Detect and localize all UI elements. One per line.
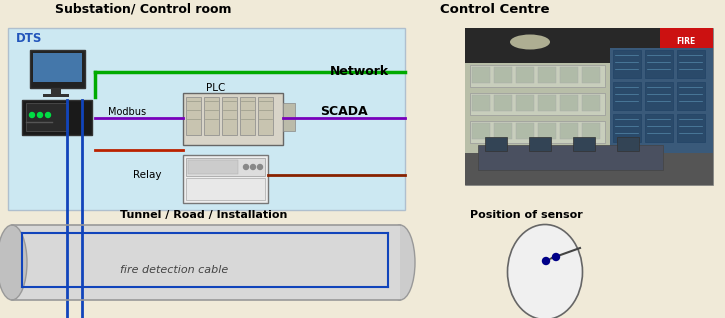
Bar xyxy=(33,53,82,82)
Bar xyxy=(26,103,68,131)
Bar xyxy=(582,95,600,111)
Bar xyxy=(494,123,512,139)
Bar xyxy=(472,123,490,139)
Circle shape xyxy=(552,253,560,260)
Bar xyxy=(183,155,268,203)
Bar xyxy=(43,94,69,97)
Text: DTS: DTS xyxy=(16,32,42,45)
Bar xyxy=(516,67,534,83)
Circle shape xyxy=(251,164,255,169)
Circle shape xyxy=(38,113,43,117)
Bar xyxy=(465,28,713,63)
Bar xyxy=(472,67,490,83)
Bar xyxy=(494,67,512,83)
Bar xyxy=(478,145,663,170)
Bar xyxy=(485,137,507,151)
Bar xyxy=(472,95,490,111)
Bar xyxy=(283,103,295,131)
Bar xyxy=(538,95,556,111)
Bar xyxy=(645,114,673,142)
Bar xyxy=(538,67,556,83)
Bar xyxy=(186,97,201,135)
Bar xyxy=(560,123,578,139)
Bar xyxy=(8,28,405,210)
Text: fire detection cable: fire detection cable xyxy=(120,265,228,275)
Bar xyxy=(645,50,673,78)
Text: Relay: Relay xyxy=(133,170,162,180)
Bar xyxy=(582,123,600,139)
Bar xyxy=(470,93,605,115)
Bar xyxy=(30,50,85,88)
Bar xyxy=(645,82,673,110)
Text: Tunnel / Road / Installation: Tunnel / Road / Installation xyxy=(120,210,287,220)
Text: Modbus: Modbus xyxy=(108,107,146,117)
Bar xyxy=(613,82,641,110)
Bar xyxy=(613,114,641,142)
Bar xyxy=(494,95,512,111)
Ellipse shape xyxy=(510,34,550,50)
Bar xyxy=(22,233,388,287)
Bar xyxy=(188,160,238,174)
Bar xyxy=(183,93,283,145)
Bar xyxy=(677,50,705,78)
Bar xyxy=(617,137,639,151)
Circle shape xyxy=(46,113,51,117)
Bar xyxy=(186,178,265,200)
Bar xyxy=(465,28,713,185)
Bar xyxy=(258,97,273,135)
Bar xyxy=(610,48,713,153)
Ellipse shape xyxy=(0,225,27,300)
Text: PLC: PLC xyxy=(207,83,225,93)
Bar xyxy=(465,63,610,153)
Bar xyxy=(22,100,92,135)
Text: Control Centre: Control Centre xyxy=(440,3,550,16)
Text: Network: Network xyxy=(330,65,389,78)
Bar xyxy=(529,137,551,151)
Bar xyxy=(465,153,713,185)
Text: Substation/ Control room: Substation/ Control room xyxy=(55,3,231,16)
Bar xyxy=(538,123,556,139)
Bar xyxy=(677,114,705,142)
Bar xyxy=(613,50,641,78)
Bar xyxy=(186,158,265,176)
Bar xyxy=(660,28,713,48)
Circle shape xyxy=(542,258,550,265)
Bar xyxy=(470,65,605,87)
Bar xyxy=(240,97,255,135)
Bar xyxy=(516,123,534,139)
Bar xyxy=(470,121,605,143)
Text: Position of sensor: Position of sensor xyxy=(470,210,583,220)
Ellipse shape xyxy=(385,225,415,300)
Ellipse shape xyxy=(507,225,582,318)
Text: FIRE: FIRE xyxy=(676,37,695,45)
Bar xyxy=(582,67,600,83)
Bar xyxy=(222,97,237,135)
Bar xyxy=(12,225,400,300)
Bar xyxy=(516,95,534,111)
Bar xyxy=(560,67,578,83)
Bar xyxy=(204,97,219,135)
Bar xyxy=(677,82,705,110)
Circle shape xyxy=(244,164,249,169)
Circle shape xyxy=(30,113,35,117)
Circle shape xyxy=(257,164,262,169)
Text: SCADA: SCADA xyxy=(320,105,368,118)
Bar xyxy=(51,88,61,94)
Bar xyxy=(573,137,595,151)
Bar xyxy=(560,95,578,111)
